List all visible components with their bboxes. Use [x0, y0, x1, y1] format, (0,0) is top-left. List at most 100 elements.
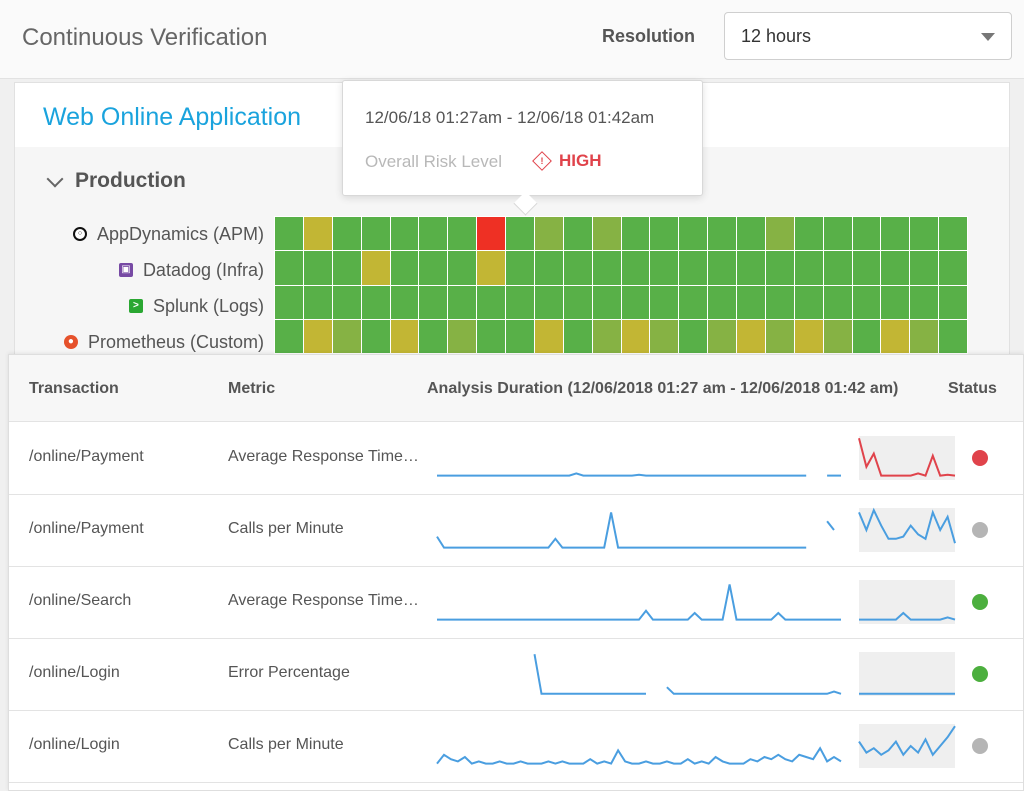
- heatmap-cell[interactable]: [448, 319, 477, 353]
- heatmap-cell[interactable]: [563, 319, 592, 353]
- heatmap-cell[interactable]: [419, 319, 448, 353]
- table-row[interactable]: /online/Search Average Response Time…: [9, 566, 1023, 639]
- heatmap-cell[interactable]: [419, 285, 448, 319]
- heatmap-cell[interactable]: [852, 319, 881, 353]
- heatmap-cell[interactable]: [852, 251, 881, 285]
- header-metric[interactable]: Metric: [228, 380, 276, 397]
- heatmap-cell[interactable]: [477, 217, 505, 251]
- heatmap-cell[interactable]: [823, 217, 852, 251]
- heatmap-cell[interactable]: [794, 217, 823, 251]
- heatmap-cell[interactable]: [303, 251, 332, 285]
- heatmap-cell[interactable]: [303, 217, 332, 251]
- heatmap-cell[interactable]: [737, 217, 765, 251]
- heatmap-cell[interactable]: [419, 217, 448, 251]
- heatmap-cell[interactable]: [881, 319, 910, 353]
- application-name-link[interactable]: Web Online Application: [43, 103, 302, 131]
- heatmap-cell[interactable]: [390, 217, 419, 251]
- heatmap-cell[interactable]: [621, 217, 650, 251]
- heatmap-cell[interactable]: [794, 319, 823, 353]
- heatmap-cell[interactable]: [852, 217, 881, 251]
- heatmap-cell[interactable]: [275, 285, 303, 319]
- heatmap-cell[interactable]: [361, 251, 390, 285]
- heatmap-cell[interactable]: [737, 251, 765, 285]
- heatmap-cell[interactable]: [939, 319, 967, 353]
- heatmap-cell[interactable]: [621, 251, 650, 285]
- heatmap-cell[interactable]: [361, 217, 390, 251]
- heatmap-cell[interactable]: [506, 285, 534, 319]
- heatmap-cell[interactable]: [390, 319, 419, 353]
- heatmap-cell[interactable]: [679, 319, 708, 353]
- table-row[interactable]: /online/Payment Calls per Minute: [9, 494, 1023, 567]
- header-status[interactable]: Status: [948, 380, 997, 397]
- heatmap-cell[interactable]: [477, 251, 505, 285]
- table-row[interactable]: /online/Login Error Percentage: [9, 638, 1023, 711]
- heatmap-cell[interactable]: [708, 319, 736, 353]
- heatmap-cell[interactable]: [506, 217, 534, 251]
- heatmap-cell[interactable]: [361, 285, 390, 319]
- heatmap-cell[interactable]: [910, 217, 939, 251]
- table-row[interactable]: /online/Payment Average Response Time…: [9, 422, 1023, 495]
- heatmap-cell[interactable]: [303, 319, 332, 353]
- heatmap-cell[interactable]: [621, 319, 650, 353]
- heatmap-cell[interactable]: [275, 251, 303, 285]
- heatmap-cell[interactable]: [332, 319, 361, 353]
- heatmap-cell[interactable]: [910, 251, 939, 285]
- heatmap-cell[interactable]: [563, 285, 592, 319]
- heatmap-cell[interactable]: [708, 285, 736, 319]
- heatmap-cell[interactable]: [419, 251, 448, 285]
- heatmap-cell[interactable]: [303, 285, 332, 319]
- heatmap-cell[interactable]: [794, 251, 823, 285]
- resolution-select[interactable]: 12 hours: [724, 12, 1012, 60]
- heatmap-cell[interactable]: [881, 285, 910, 319]
- heatmap-cell[interactable]: [939, 285, 967, 319]
- heatmap-cell[interactable]: [910, 319, 939, 353]
- heatmap-cell[interactable]: [679, 285, 708, 319]
- heatmap-cell[interactable]: [737, 319, 765, 353]
- heatmap-cell[interactable]: [563, 217, 592, 251]
- heatmap-cell[interactable]: [534, 217, 563, 251]
- heatmap-cell[interactable]: [794, 285, 823, 319]
- heatmap-cell[interactable]: [332, 217, 361, 251]
- heatmap-cell[interactable]: [650, 217, 679, 251]
- heatmap-cell[interactable]: [650, 251, 679, 285]
- heatmap-cell[interactable]: [852, 285, 881, 319]
- heatmap-cell[interactable]: [534, 319, 563, 353]
- heatmap-cell[interactable]: [390, 251, 419, 285]
- heatmap-cell[interactable]: [477, 319, 505, 353]
- heatmap-cell[interactable]: [592, 217, 621, 251]
- heatmap-cell[interactable]: [679, 217, 708, 251]
- heatmap-cell[interactable]: [592, 319, 621, 353]
- heatmap-cell[interactable]: [823, 285, 852, 319]
- heatmap-cell[interactable]: [881, 251, 910, 285]
- heatmap-cell[interactable]: [650, 285, 679, 319]
- heatmap-cell[interactable]: [390, 285, 419, 319]
- heatmap-cell[interactable]: [592, 285, 621, 319]
- heatmap-cell[interactable]: [708, 251, 736, 285]
- table-row[interactable]: /online/Login Calls per Minute: [9, 710, 1023, 783]
- heatmap-cell[interactable]: [448, 251, 477, 285]
- heatmap-cell[interactable]: [563, 251, 592, 285]
- heatmap-cell[interactable]: [939, 217, 967, 251]
- heatmap-cell[interactable]: [823, 251, 852, 285]
- heatmap-cell[interactable]: [506, 251, 534, 285]
- heatmap-cell[interactable]: [765, 285, 794, 319]
- heatmap-cell[interactable]: [881, 217, 910, 251]
- heatmap-cell[interactable]: [765, 251, 794, 285]
- heatmap-cell[interactable]: [477, 285, 505, 319]
- heatmap-cell[interactable]: [506, 319, 534, 353]
- heatmap-cell[interactable]: [275, 217, 303, 251]
- heatmap-cell[interactable]: [275, 319, 303, 353]
- heatmap-cell[interactable]: [939, 251, 967, 285]
- heatmap-cell[interactable]: [910, 285, 939, 319]
- heatmap-cell[interactable]: [765, 319, 794, 353]
- heatmap-cell[interactable]: [448, 217, 477, 251]
- heatmap-cell[interactable]: [534, 285, 563, 319]
- heatmap-cell[interactable]: [708, 217, 736, 251]
- header-transaction[interactable]: Transaction: [29, 380, 119, 397]
- heatmap-cell[interactable]: [534, 251, 563, 285]
- heatmap-cell[interactable]: [361, 319, 390, 353]
- heatmap-cell[interactable]: [679, 251, 708, 285]
- heatmap-cell[interactable]: [650, 319, 679, 353]
- heatmap-cell[interactable]: [332, 285, 361, 319]
- heatmap-cell[interactable]: [621, 285, 650, 319]
